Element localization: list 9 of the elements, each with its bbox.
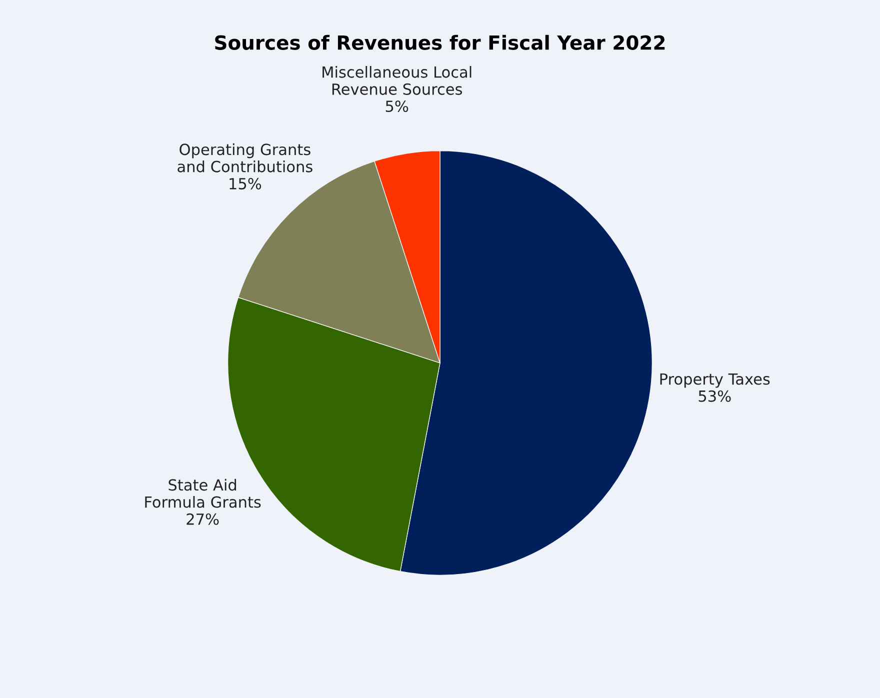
slice-label: Operating Grants and Contributions	[178, 143, 312, 172]
data-label: 15%	[230, 178, 262, 190]
slice-label: Property Taxes	[660, 373, 770, 388]
slice-label: Miscellaneous Local Revenue Sources	[322, 66, 472, 95]
data-label: 5%	[386, 100, 408, 112]
slice-label: State Aid Formula Grants	[145, 478, 261, 508]
data-label: 27%	[186, 513, 219, 525]
chart-title: Sources of Revenues for Fiscal Year 2022	[215, 34, 665, 50]
data-label: 53%	[698, 390, 731, 402]
